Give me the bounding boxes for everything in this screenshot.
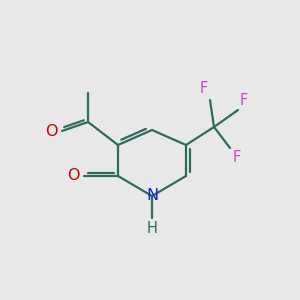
Text: F: F <box>240 93 248 108</box>
Text: O: O <box>68 169 80 184</box>
Text: F: F <box>200 81 208 96</box>
Text: H: H <box>147 221 158 236</box>
Text: O: O <box>46 124 58 139</box>
Text: F: F <box>233 150 241 165</box>
Text: N: N <box>146 188 158 203</box>
